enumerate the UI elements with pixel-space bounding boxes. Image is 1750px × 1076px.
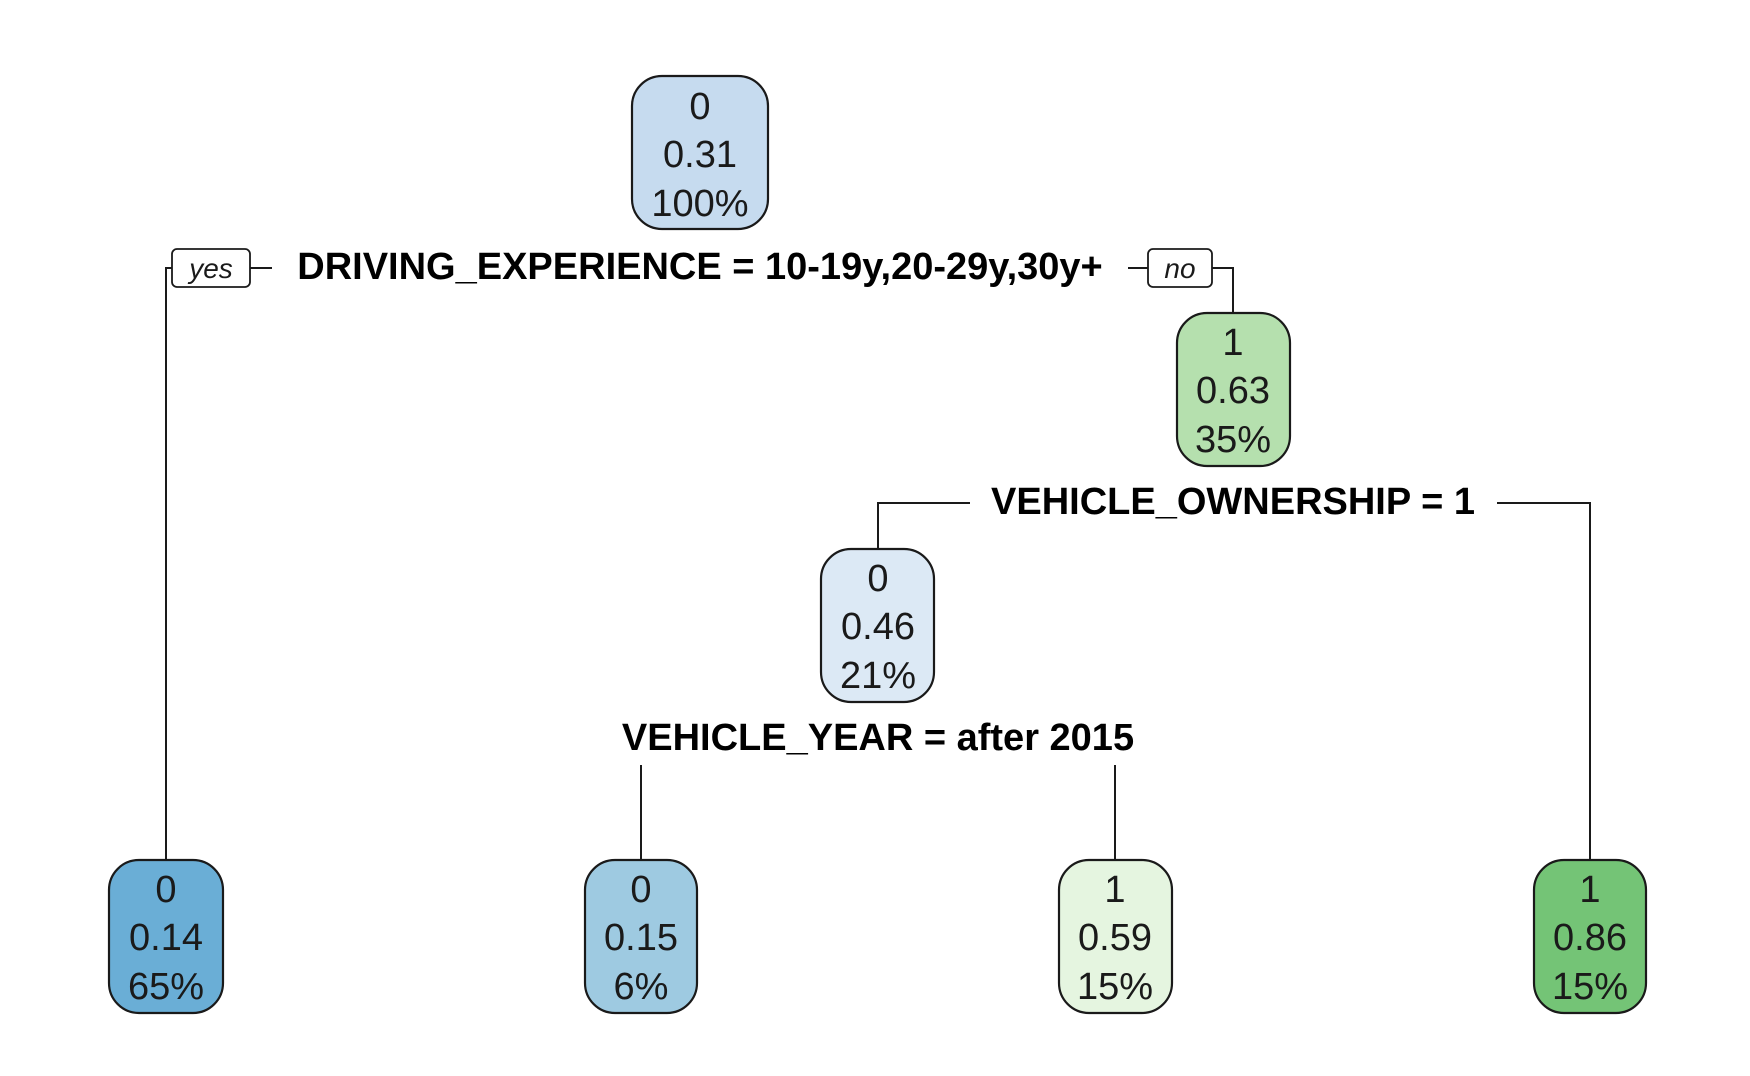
node-class-label: 0 — [155, 869, 176, 911]
node-probability: 0.59 — [1078, 917, 1152, 959]
node-percent: 15% — [1077, 966, 1153, 1008]
tree-node-leaf3: 1 0.59 15% — [1057, 858, 1174, 1015]
node-class-label: 0 — [689, 86, 710, 128]
edge-no-to-right1 — [1212, 267, 1234, 313]
node-probability: 0.86 — [1553, 917, 1627, 959]
split-label-vehicle-ownership: VEHICLE_OWNERSHIP = 1 — [991, 481, 1475, 523]
split-label-driving-experience: DRIVING_EXPERIENCE = 10-19y,20-29y,30y+ — [297, 246, 1102, 288]
node-class-label: 1 — [1579, 869, 1600, 911]
tree-node-root: 0 0.31 100% — [630, 74, 770, 231]
node-box — [630, 74, 770, 231]
node-probability: 0.46 — [841, 606, 915, 648]
tree-node-leaf2: 0 0.15 6% — [583, 858, 699, 1015]
node-probability: 0.15 — [604, 917, 678, 959]
node-probability: 0.14 — [129, 917, 203, 959]
node-percent: 100% — [651, 183, 748, 225]
no-tag-box — [1147, 248, 1213, 288]
node-percent: 6% — [614, 966, 669, 1008]
yes-tag-label: yes — [187, 253, 233, 284]
node-probability: 0.63 — [1196, 370, 1270, 412]
yes-tag-box — [171, 248, 251, 288]
node-box — [1175, 311, 1292, 468]
node-class-label: 1 — [1222, 322, 1243, 364]
node-class-label: 0 — [867, 558, 888, 600]
node-box — [1532, 858, 1648, 1015]
node-class-label: 0 — [630, 869, 651, 911]
edge-ownership-right — [1497, 502, 1591, 860]
node-percent: 21% — [840, 655, 916, 697]
edge-ownership-left — [877, 502, 970, 549]
node-box — [583, 858, 699, 1015]
node-percent: 65% — [128, 966, 204, 1008]
edge-root-to-leaf1 — [165, 267, 172, 860]
split-label-vehicle-year: VEHICLE_YEAR = after 2015 — [622, 717, 1134, 759]
node-percent: 15% — [1552, 966, 1628, 1008]
no-tag-label: no — [1164, 253, 1195, 284]
tree-node-right1: 1 0.63 35% — [1175, 311, 1292, 468]
tree-node-mid: 0 0.46 21% — [819, 547, 936, 704]
node-class-label: 1 — [1104, 869, 1125, 911]
node-box — [819, 547, 936, 704]
split-driving-experience: yes DRIVING_EXPERIENCE = 10-19y,20-29y,3… — [171, 246, 1213, 288]
node-box — [1057, 858, 1174, 1015]
node-box — [107, 858, 225, 1015]
tree-node-leaf4: 1 0.86 15% — [1532, 858, 1648, 1015]
node-probability: 0.31 — [663, 134, 737, 176]
node-percent: 35% — [1195, 419, 1271, 461]
tree-node-leaf1: 0 0.14 65% — [107, 858, 225, 1015]
tree-edges — [165, 267, 1591, 860]
